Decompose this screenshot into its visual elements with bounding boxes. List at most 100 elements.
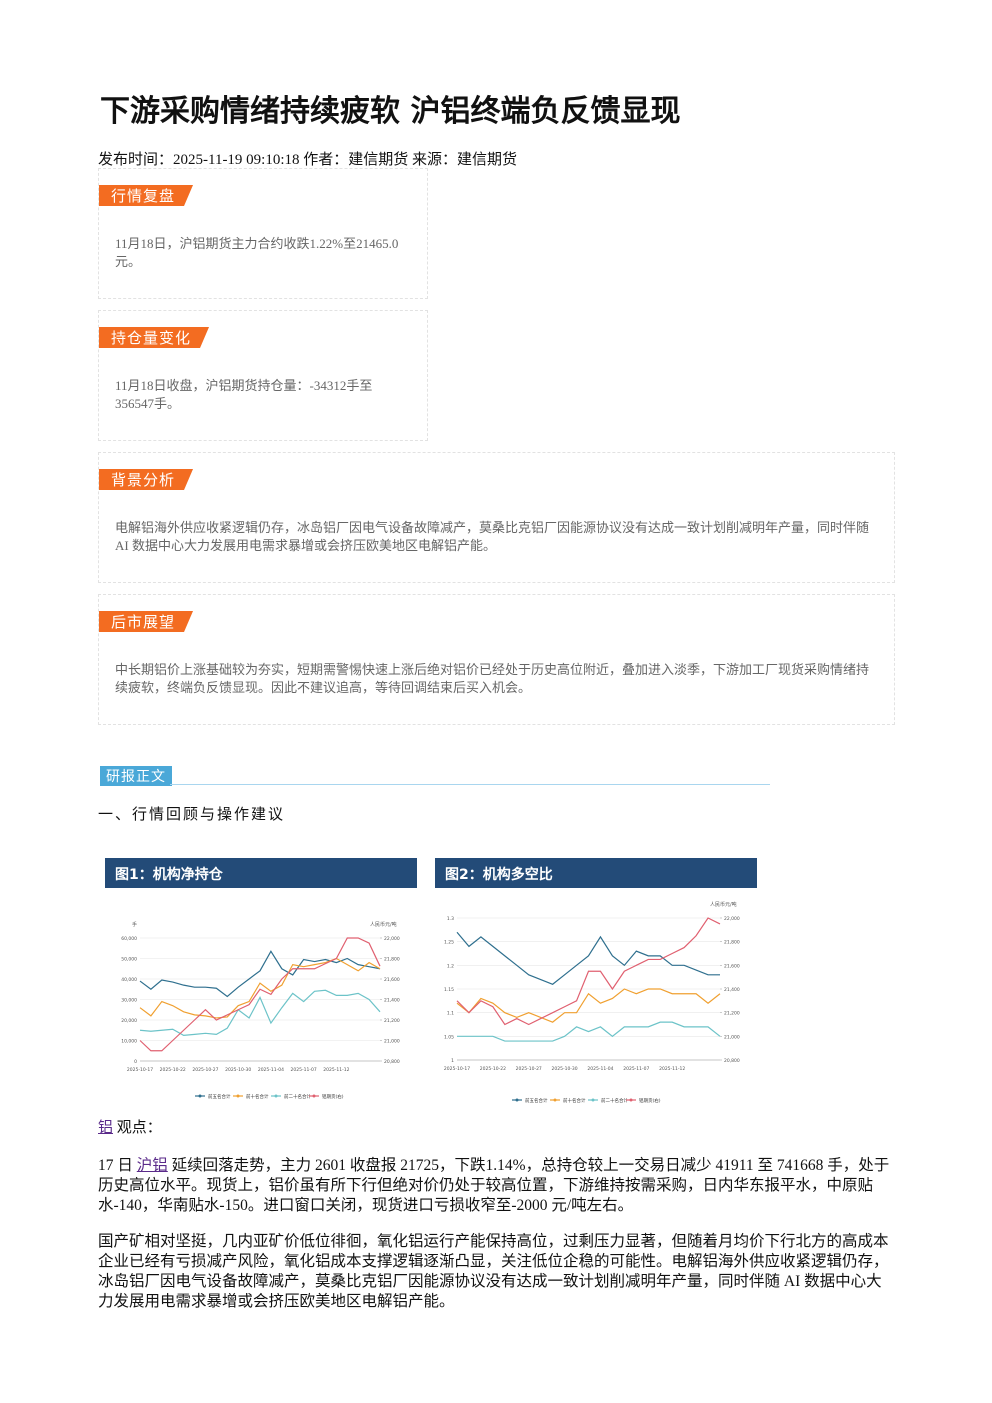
legend-dot xyxy=(236,1094,240,1098)
x-tick-label: 2025-10-17 xyxy=(127,1067,153,1073)
y-tick-label: 50,000 xyxy=(121,957,137,963)
divider xyxy=(170,784,770,785)
y2-tick-label: 20,800 xyxy=(384,1059,400,1065)
series-line xyxy=(457,1021,721,1042)
y-tick-label: 1.1 xyxy=(447,1011,454,1017)
legend-dot xyxy=(274,1094,278,1098)
box-tag: 行情复盘 xyxy=(99,185,193,206)
legend-label: 前十名合计 xyxy=(246,1093,269,1100)
series-line xyxy=(456,917,721,1026)
section-heading: 一、行情回顾与操作建议 xyxy=(98,805,286,823)
series-line xyxy=(456,988,721,1023)
chart: 图2：机构多空比 1 1.05 1.1 1.15 1.2 1.25 1.3 20,800 21,0… xyxy=(435,858,757,1104)
y-axis-label: 手 xyxy=(132,921,137,928)
text: 延续回落走势，主力 2601 收盘报 21725，下跌1.14%，总持仓较上一交… xyxy=(98,1157,890,1214)
y2-tick-label: 21,600 xyxy=(384,977,400,983)
legend-dot xyxy=(198,1094,202,1098)
chart: 图1：机构净持仓 0 10,000 20,000 30,000 40,000 50,000 6… xyxy=(105,858,417,1100)
y2-tick-label: 21,200 xyxy=(724,1011,740,1017)
y-tick-label: 1 xyxy=(451,1058,454,1064)
text: 国产矿相对坚挺，几内亚矿价低位徘徊，氧化铝运行产能保持高位，过剩压力显著，但随着… xyxy=(98,1233,889,1310)
legend-dot xyxy=(553,1098,557,1102)
info-box: 背景分析电解铝海外供应收紧逻辑仍存，冰岛铝厂因电气设备故障减产，莫桑比克铝厂因能… xyxy=(98,452,895,583)
x-tick-label: 2025-11-04 xyxy=(587,1066,613,1072)
y2-tick-label: 22,000 xyxy=(724,916,740,922)
series-line xyxy=(139,989,381,1036)
box-tag: 背景分析 xyxy=(99,469,193,490)
box-text: 中长期铝价上涨基础较为夯实，短期需警惕快速上涨后绝对铝价已经处于历史高位附近，叠… xyxy=(115,662,870,695)
y2-tick-label: 21,400 xyxy=(724,987,740,993)
x-tick-label: 2025-11-07 xyxy=(291,1067,317,1073)
y-tick-label: 40,000 xyxy=(121,977,137,983)
view-label: 铝 观点： xyxy=(98,1116,162,1137)
legend-label: 前五名合计 xyxy=(525,1097,548,1104)
y2-tick-label: 21,600 xyxy=(724,963,740,969)
legend-dot xyxy=(312,1094,316,1098)
y2-tick-label: 21,800 xyxy=(384,957,400,963)
y-tick-label: 20,000 xyxy=(121,1018,137,1024)
x-tick-label: 2025-11-12 xyxy=(659,1066,685,1072)
y2-tick-label: 21,800 xyxy=(724,940,740,946)
series-line xyxy=(139,957,381,1019)
label: 观点： xyxy=(116,1120,162,1136)
box-text: 电解铝海外供应收紧逻辑仍存，冰岛铝厂因电气设备故障减产，莫桑比克铝厂因能源协议没… xyxy=(115,520,870,553)
y2-tick-label: 21,000 xyxy=(384,1039,400,1045)
legend-label: 铝期货(右) xyxy=(322,1093,344,1100)
legend-label: 前五名合计 xyxy=(208,1093,231,1100)
y-tick-label: 1.2 xyxy=(447,963,454,969)
x-tick-label: 2025-10-27 xyxy=(192,1067,218,1073)
box-tag: 后市展望 xyxy=(99,611,193,632)
paragraph: 国产矿相对坚挺，几内亚矿价低位徘徊，氧化铝运行产能保持高位，过剩压力显著，但随着… xyxy=(98,1232,895,1312)
y-tick-label: 1.3 xyxy=(447,916,454,922)
legend-dot xyxy=(629,1098,633,1102)
title: 下游采购情绪持续疲软 沪铝终端负反馈显现 xyxy=(100,94,681,129)
x-tick-label: 2025-11-07 xyxy=(623,1066,649,1072)
meta: 发布时间：2025-11-19 09:10:18 作者：建信期货 来源：建信期货 xyxy=(98,152,518,168)
y-tick-label: 1.15 xyxy=(444,987,454,993)
x-tick-label: 2025-10-30 xyxy=(225,1067,251,1073)
y2-tick-label: 21,000 xyxy=(724,1034,740,1040)
y2-tick-label: 21,400 xyxy=(384,998,400,1004)
legend-label: 铝期货(右) xyxy=(639,1097,661,1104)
y-tick-label: 1.25 xyxy=(444,940,454,946)
info-box: 持仓量变化 11月18日收盘，沪铝期货持仓量：-34312手至356547手。 xyxy=(98,310,428,441)
chart-title: 图2：机构多空比 xyxy=(445,866,553,883)
x-tick-label: 2025-10-22 xyxy=(480,1066,506,1072)
info-box: 后市展望中长期铝价上涨基础较为夯实，短期需警惕快速上涨后绝对铝价已经处于历史高位… xyxy=(98,594,895,725)
text: 17 日 xyxy=(98,1157,137,1174)
y-tick-label: 10,000 xyxy=(121,1039,137,1045)
paragraph: 17 日 沪铝 延续回落走势，主力 2601 收盘报 21725，下跌1.14%… xyxy=(98,1156,895,1216)
x-tick-label: 2025-10-17 xyxy=(444,1066,470,1072)
link[interactable]: 沪铝 xyxy=(136,1157,168,1174)
x-tick-label: 2025-10-27 xyxy=(516,1066,542,1072)
y2-tick-label: 21,200 xyxy=(384,1018,400,1024)
y-tick-label: 1.05 xyxy=(444,1034,454,1040)
link[interactable]: 铝 xyxy=(98,1120,114,1136)
y-tick-label: 30,000 xyxy=(121,998,137,1004)
y2-axis-label: 人民币元/吨 xyxy=(370,921,397,928)
y-tick-label: 0 xyxy=(134,1059,137,1065)
y2-tick-label: 20,800 xyxy=(724,1058,740,1064)
box-text: 11月18日收盘，沪铝期货持仓量：-34312手至356547手。 xyxy=(115,378,373,411)
legend-dot xyxy=(515,1098,519,1102)
y2-tick-label: 22,000 xyxy=(384,936,400,942)
box-text: 11月18日，沪铝期货主力合约收跌1.22%至21465.0元。 xyxy=(115,236,399,269)
section-tag: 研报正文 xyxy=(100,766,172,786)
info-box: 行情复盘 11月18日，沪铝期货主力合约收跌1.22%至21465.0元。 xyxy=(98,168,428,299)
legend-label: 前二十名合计 xyxy=(601,1097,628,1104)
y2-axis-label: 人民币元/吨 xyxy=(710,901,737,908)
chart-title: 图1：机构净持仓 xyxy=(115,866,224,883)
legend-dot xyxy=(591,1098,595,1102)
legend-label: 前二十名合计 xyxy=(284,1093,311,1100)
y-tick-label: 60,000 xyxy=(121,936,137,942)
series-line xyxy=(139,937,381,1052)
chart-header xyxy=(435,858,757,888)
x-tick-label: 2025-11-12 xyxy=(323,1067,349,1073)
box-tag: 持仓量变化 xyxy=(99,327,209,348)
chart-header xyxy=(105,858,417,888)
legend-label: 前十名合计 xyxy=(563,1097,586,1104)
x-tick-label: 2025-10-22 xyxy=(160,1067,186,1073)
x-tick-label: 2025-10-30 xyxy=(552,1066,578,1072)
series-line xyxy=(456,931,720,985)
